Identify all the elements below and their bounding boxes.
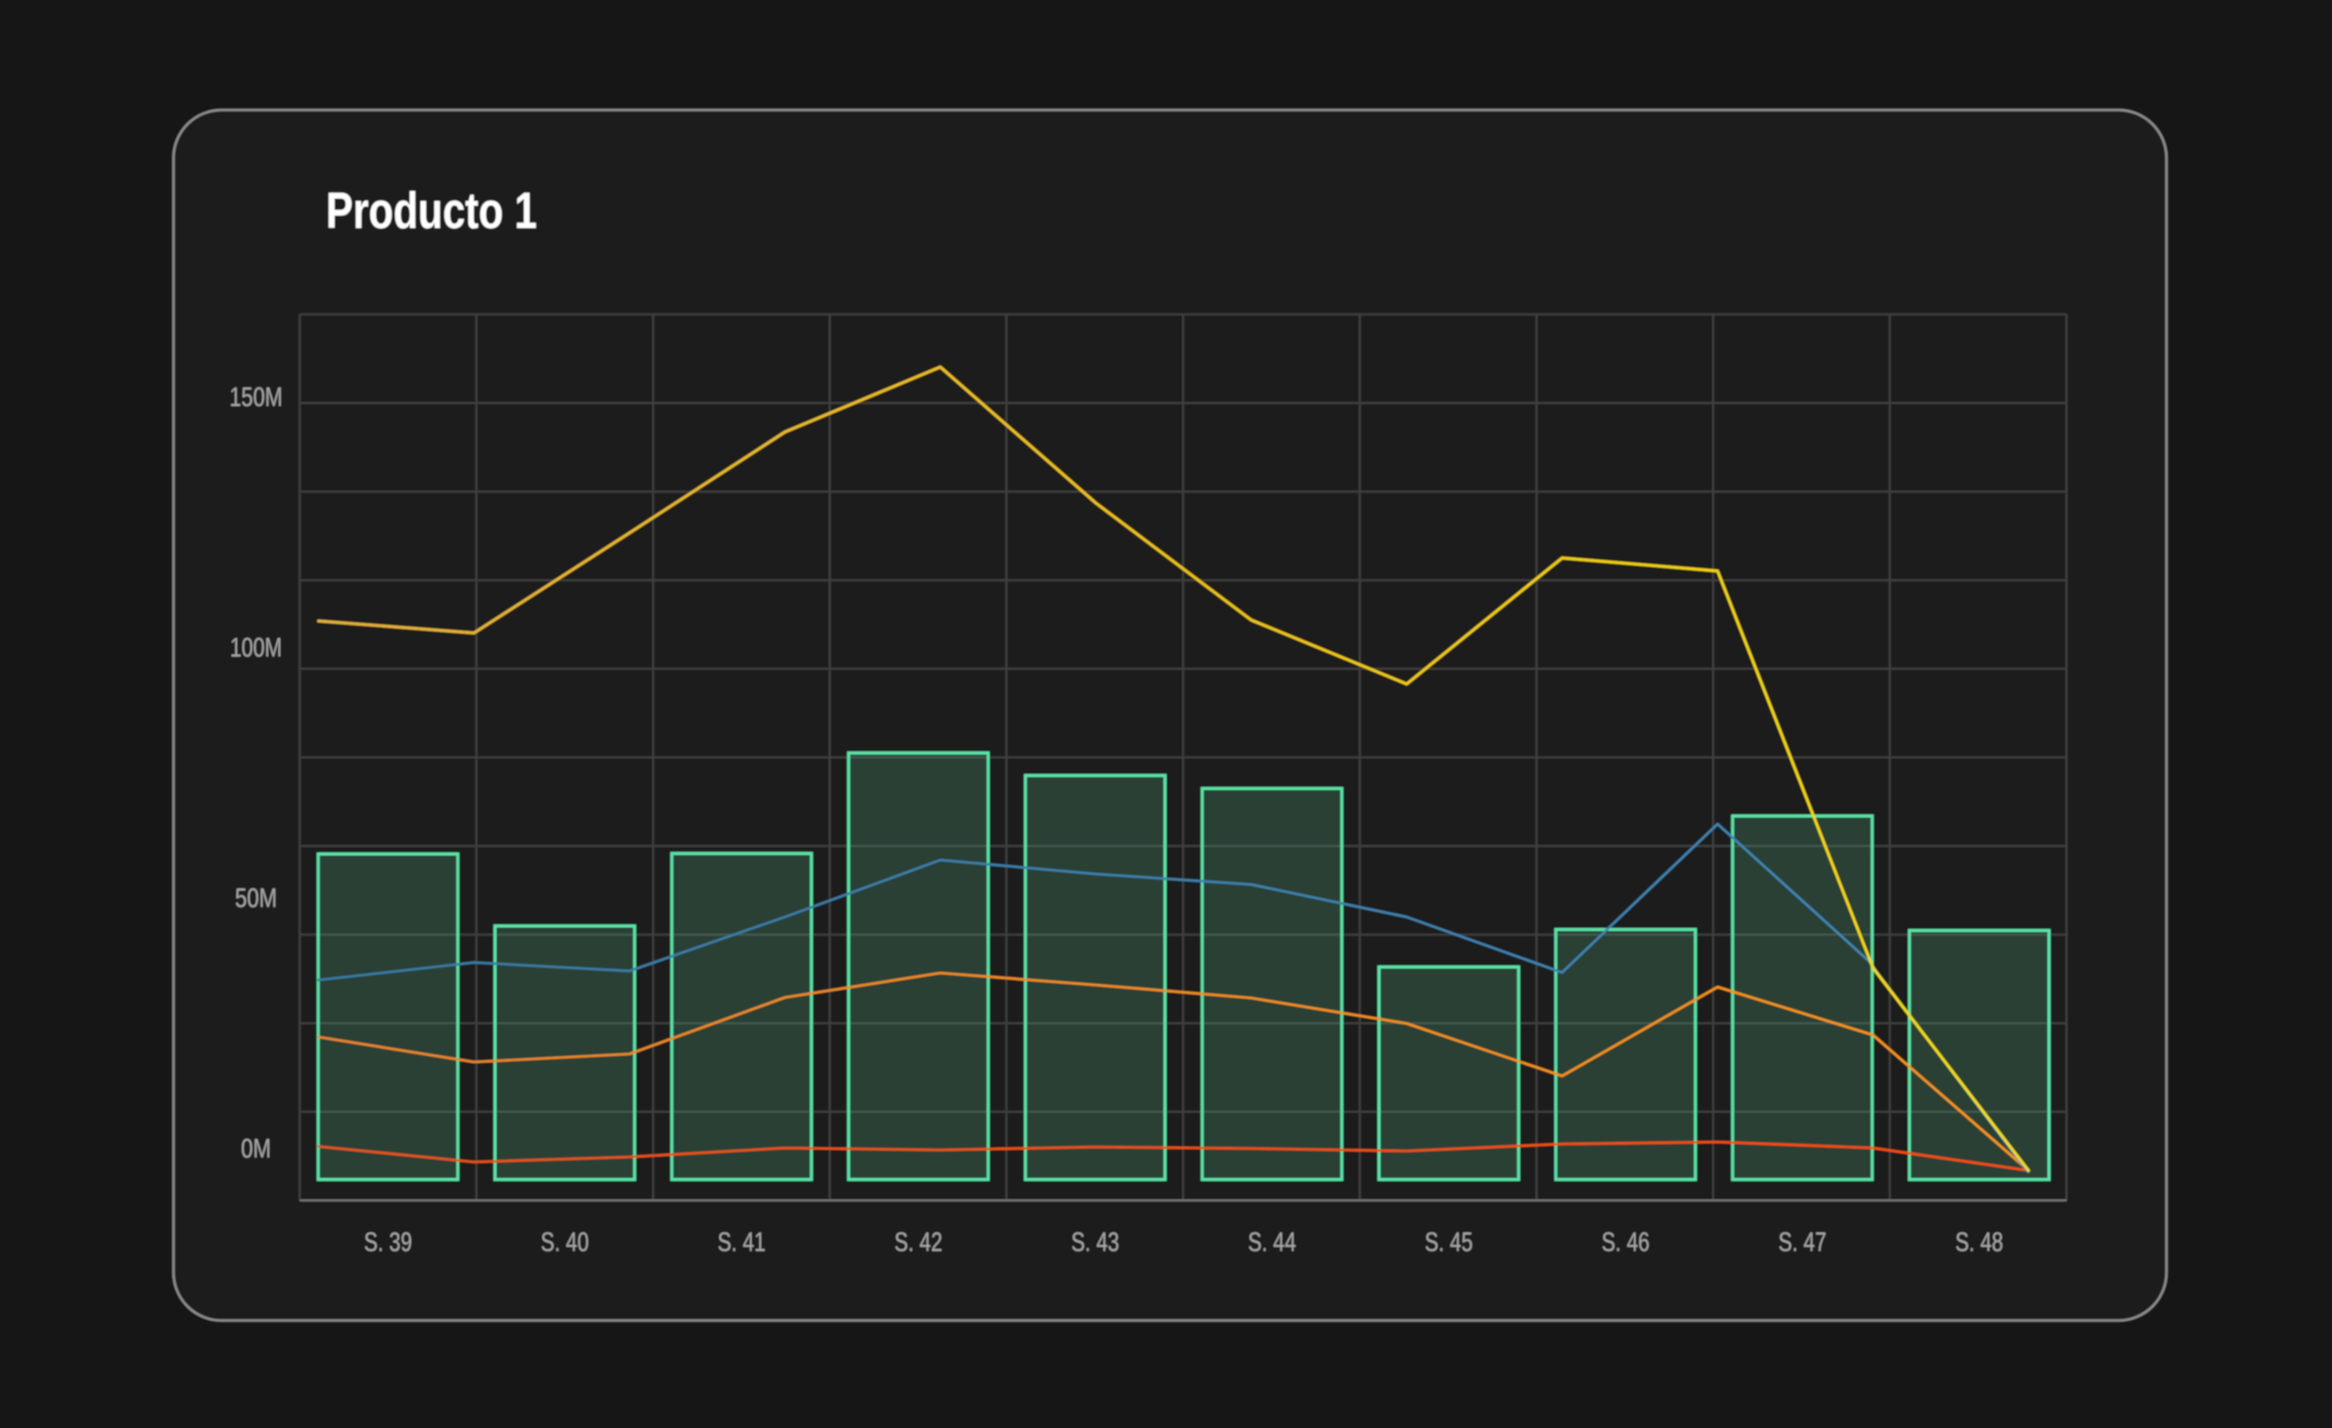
svg-text:Producto 1: Producto 1 [326, 182, 537, 239]
svg-text:50M: 50M [235, 883, 277, 913]
svg-text:S. 44: S. 44 [1248, 1227, 1296, 1257]
svg-text:S. 39: S. 39 [364, 1227, 412, 1257]
svg-text:S. 48: S. 48 [1955, 1227, 2003, 1257]
svg-text:S. 46: S. 46 [1602, 1227, 1650, 1257]
svg-text:S. 45: S. 45 [1425, 1227, 1473, 1257]
svg-text:S. 42: S. 42 [894, 1227, 942, 1257]
svg-text:100M: 100M [230, 633, 282, 663]
svg-text:S. 40: S. 40 [541, 1227, 589, 1257]
svg-text:150M: 150M [230, 382, 283, 412]
svg-text:0M: 0M [241, 1134, 271, 1164]
svg-text:S. 41: S. 41 [718, 1227, 766, 1257]
svg-text:S. 43: S. 43 [1071, 1227, 1119, 1257]
svg-text:S. 47: S. 47 [1778, 1227, 1826, 1257]
